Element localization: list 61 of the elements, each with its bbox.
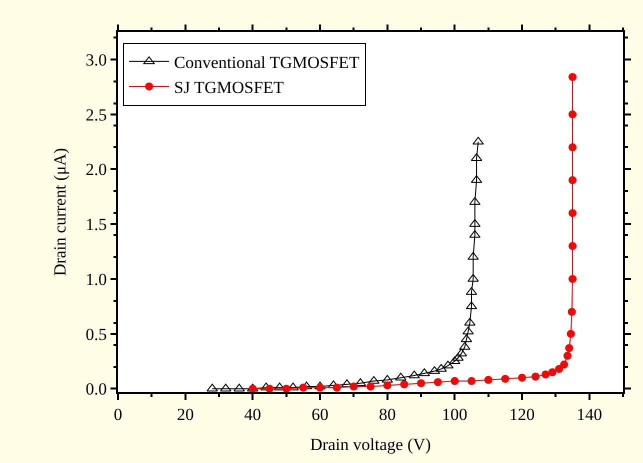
- point: [518, 374, 526, 382]
- point: [460, 334, 472, 342]
- legend-label: Conventional TGMOSFET: [174, 52, 360, 72]
- x-tick-label: 40: [244, 405, 262, 424]
- point: [560, 360, 568, 369]
- y-tick-label: 1.5: [86, 215, 107, 234]
- y-tick-label: 2.5: [86, 105, 107, 124]
- point: [568, 209, 576, 218]
- point: [418, 368, 430, 376]
- x-tick-label: 80: [378, 405, 396, 424]
- point: [565, 344, 574, 352]
- point: [450, 377, 459, 386]
- point: [452, 352, 464, 361]
- legend-label: SJ TGMOSFET: [174, 78, 284, 98]
- point: [382, 374, 394, 383]
- point: [417, 379, 425, 388]
- x-tick-label: 0: [114, 405, 122, 424]
- point: [434, 378, 442, 386]
- point: [366, 382, 374, 391]
- x-axis-title: Drain voltage (V): [310, 435, 431, 454]
- x-tick-label: 60: [312, 405, 328, 424]
- point: [563, 352, 572, 360]
- y-tick-label: 0.0: [86, 380, 107, 399]
- point: [400, 380, 408, 388]
- point: [568, 110, 576, 118]
- point: [501, 374, 510, 383]
- point: [468, 377, 476, 386]
- point: [466, 301, 478, 310]
- point: [383, 381, 392, 390]
- y-tick-label: 0.5: [86, 324, 107, 344]
- y-tick-label: 3.0: [86, 50, 107, 70]
- y-tick-label: 1.0: [86, 270, 107, 289]
- point: [484, 376, 492, 384]
- point: [568, 176, 576, 184]
- point: [566, 330, 575, 338]
- point: [568, 274, 576, 283]
- point: [555, 364, 564, 373]
- x-tick-label: 100: [442, 405, 468, 424]
- y-axis-title: Drain current (μA): [50, 148, 70, 276]
- x-tick-label: 140: [576, 405, 602, 424]
- point: [436, 364, 447, 372]
- y-tick-label: 2.0: [86, 160, 107, 180]
- x-tick-label: 120: [509, 405, 535, 424]
- point: [568, 308, 576, 316]
- point: [316, 384, 324, 392]
- point: [467, 274, 479, 282]
- point: [350, 382, 358, 391]
- point: [464, 318, 476, 326]
- point: [332, 384, 341, 392]
- point: [568, 143, 576, 152]
- point: [266, 384, 274, 392]
- point: [542, 370, 550, 378]
- point: [568, 242, 576, 250]
- x-tick-label: 20: [176, 405, 194, 424]
- point: [531, 372, 540, 381]
- point: [472, 136, 484, 145]
- point: [299, 384, 308, 392]
- point: [568, 73, 576, 81]
- point: [448, 356, 460, 364]
- point: [282, 384, 290, 392]
- point: [548, 368, 556, 376]
